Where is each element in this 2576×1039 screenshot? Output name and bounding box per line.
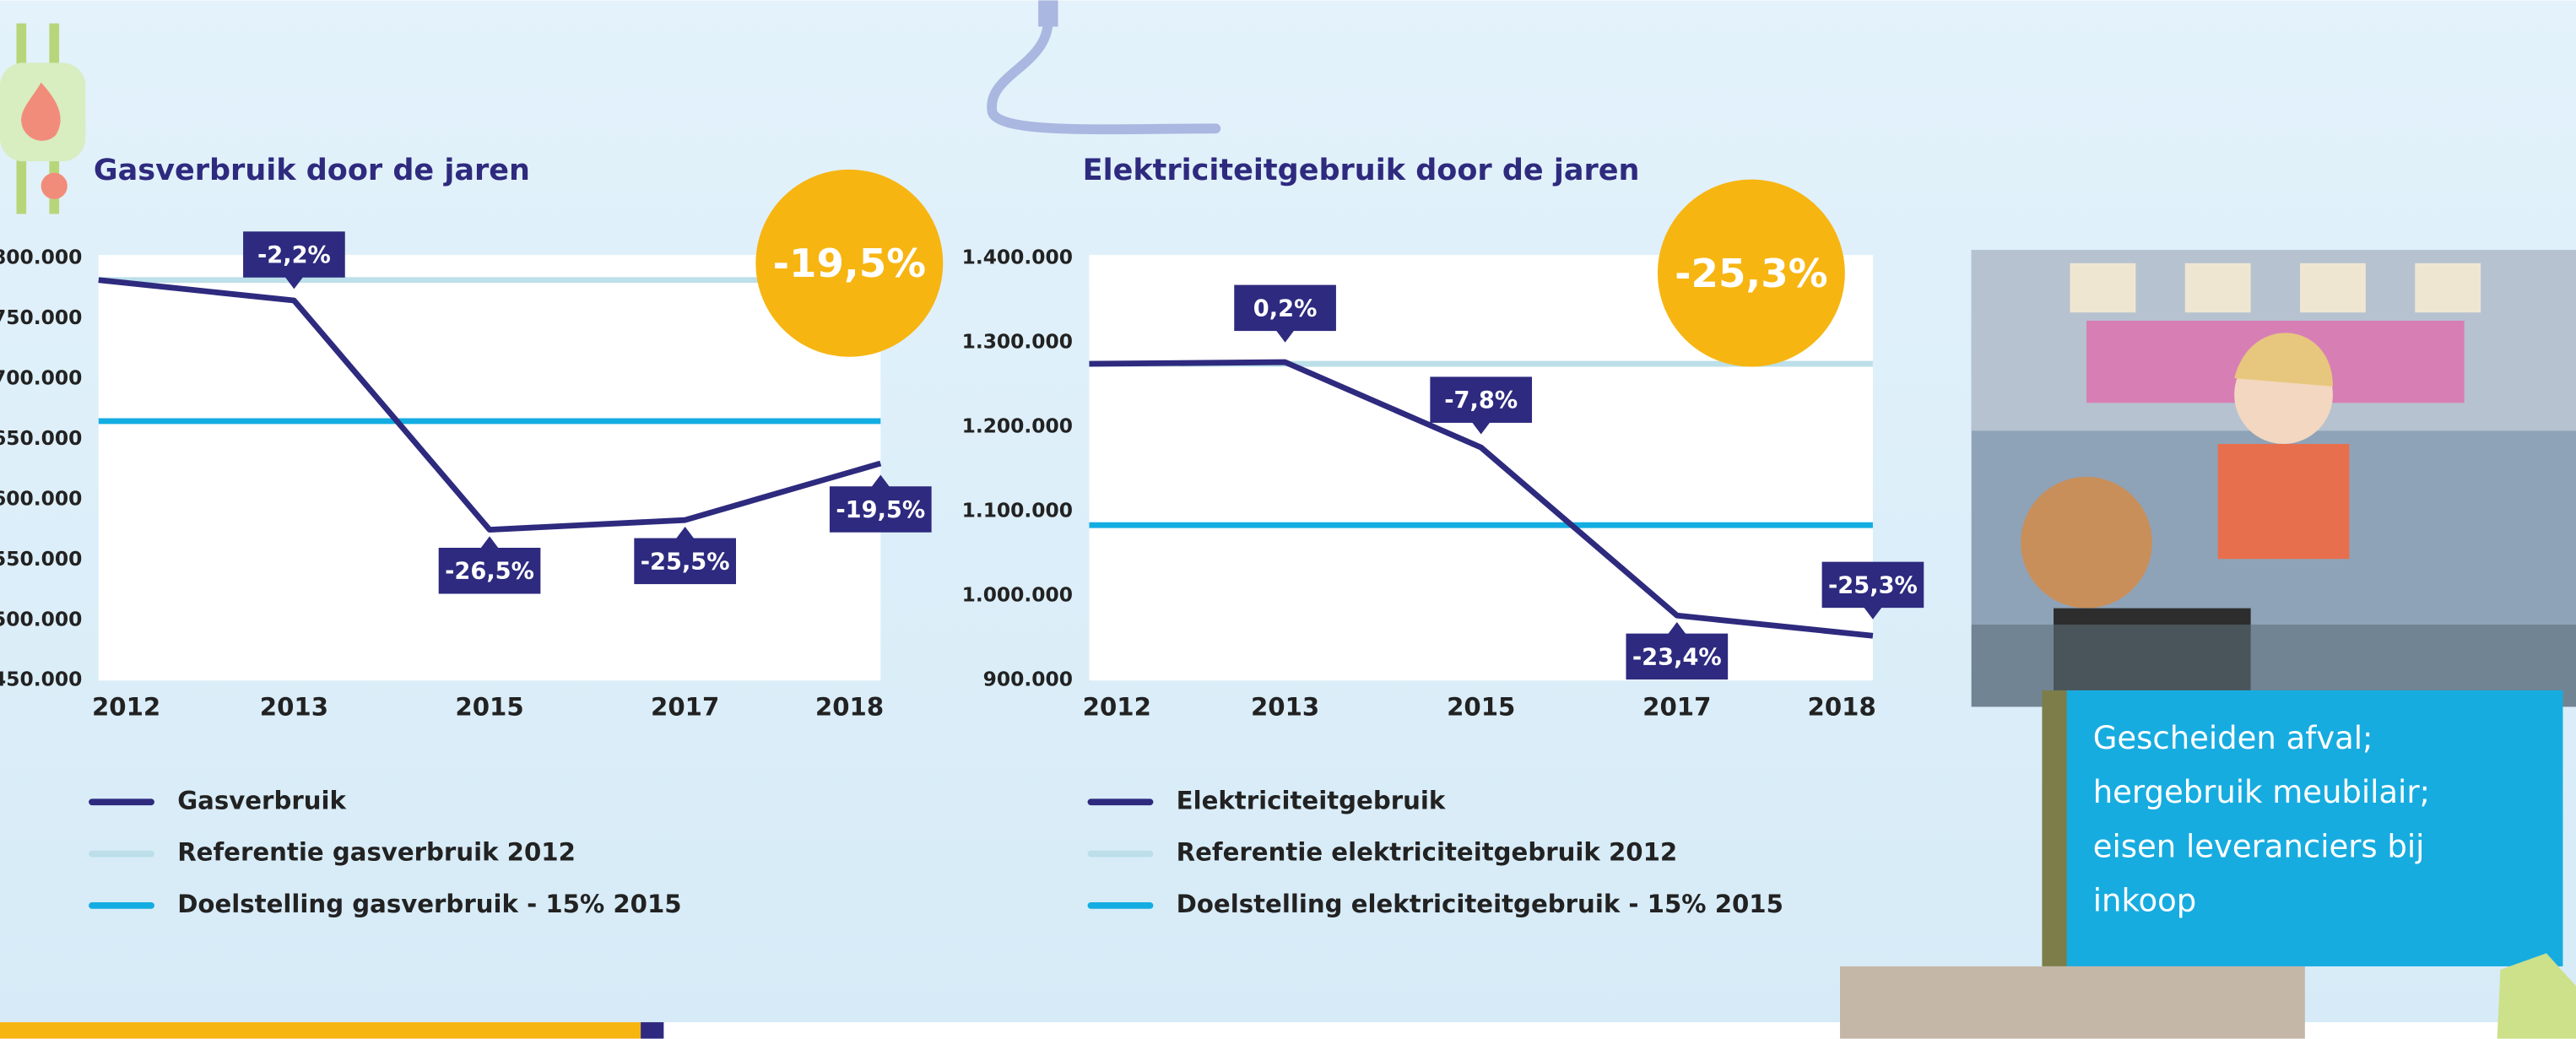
- photo: [1971, 250, 2576, 707]
- chart-title: Gasverbruik door de jaren: [94, 153, 530, 187]
- highlight-circle: [755, 169, 944, 357]
- y-tick-label: 650.000: [0, 426, 82, 450]
- badge-box: [1821, 561, 1924, 609]
- y-tick-label: 750.000: [0, 306, 82, 329]
- caption: Gescheiden afval; hergebruik meubilair; ei…: [2093, 720, 2430, 919]
- badge-box: [1626, 633, 1729, 680]
- y-tick-label: 1.300.000: [962, 330, 1073, 354]
- badge-box: [1234, 284, 1336, 332]
- legend-label: Doelstelling gasverbruik - 15% 2015: [177, 890, 681, 918]
- change-badge: -25,5%: [634, 526, 736, 585]
- change-badge: -23,4%: [1626, 621, 1729, 680]
- x-tick-label: 2012: [1083, 692, 1151, 721]
- y-tick-label: 1.400.000: [962, 246, 1073, 269]
- highlight-label: -25,3%: [1675, 252, 1827, 297]
- y-tick-label: 450.000: [0, 668, 82, 691]
- caption-line: inkoop: [2093, 883, 2197, 919]
- x-tick-label: 2017: [1642, 692, 1711, 721]
- change-badge: -7,8%: [1430, 376, 1533, 435]
- x-tick-label: 2013: [260, 692, 328, 721]
- change-label: -2,2%: [257, 242, 331, 268]
- badge-pointer: [1274, 329, 1296, 343]
- chart-title: Elektriciteitgebruik door de jaren: [1083, 153, 1640, 187]
- change-label: -25,3%: [1828, 572, 1918, 598]
- badge-pointer: [870, 474, 890, 489]
- badge-box: [634, 538, 736, 585]
- badge-pointer: [1471, 420, 1491, 435]
- change-label: -7,8%: [1444, 387, 1518, 414]
- y-tick-label: 1.200.000: [962, 414, 1073, 438]
- badge-box: [1430, 376, 1533, 423]
- change-label: -23,4%: [1632, 644, 1722, 670]
- legend-label: Doelstelling elektriciteitgebruik - 15% …: [1177, 890, 1783, 918]
- y-tick-label: 550.000: [0, 547, 82, 571]
- photo-bottom: [1840, 966, 2305, 1039]
- decoration: [2497, 953, 2576, 1039]
- legend-label: Elektriciteitgebruik: [1177, 786, 1446, 814]
- caption-line: hergebruik meubilair;: [2093, 774, 2430, 810]
- badge-box: [438, 548, 541, 594]
- badge-pointer: [1667, 621, 1687, 636]
- x-tick-label: 2017: [651, 692, 719, 721]
- legend-label: Referentie elektriciteitgebruik 2012: [1177, 838, 1678, 867]
- legend-label: Referentie gasverbruik 2012: [177, 838, 576, 867]
- highlight-label: -19,5%: [773, 241, 926, 287]
- badge-pointer: [284, 275, 305, 290]
- y-tick-label: 700.000: [0, 365, 82, 389]
- change-label: -26,5%: [445, 559, 534, 585]
- legend-label: Gasverbruik: [177, 786, 346, 814]
- y-tick-label: 900.000: [983, 668, 1073, 691]
- gas-icon: [0, 23, 86, 214]
- caption-line: eisen leveranciers bij: [2093, 828, 2425, 864]
- change-badge: -19,5%: [829, 474, 932, 533]
- badge-pointer: [479, 536, 500, 549]
- plot-area: [98, 255, 881, 681]
- footer-bar: [0, 1022, 641, 1039]
- x-tick-label: 2015: [455, 692, 523, 721]
- change-badge: 0,2%: [1234, 284, 1336, 343]
- caption-box: [2066, 690, 2563, 966]
- footer-accent: [641, 1022, 664, 1039]
- change-badge: -25,3%: [1821, 561, 1924, 620]
- y-tick-label: 1.000.000: [962, 583, 1073, 607]
- y-tick-label: 600.000: [0, 486, 82, 510]
- caption-line: Gescheiden afval;: [2093, 720, 2373, 756]
- x-tick-label: 2012: [92, 692, 160, 721]
- x-tick-label: 2015: [1447, 692, 1515, 721]
- x-tick-label: 2018: [1808, 692, 1876, 721]
- change-label: -19,5%: [836, 497, 925, 523]
- badge-box: [829, 486, 932, 533]
- badge-box: [243, 231, 345, 278]
- x-tick-label: 2013: [1251, 692, 1319, 721]
- series-line: [98, 277, 882, 533]
- badge-pointer: [674, 526, 695, 540]
- change-label: -25,5%: [641, 549, 730, 575]
- y-tick-label: 500.000: [0, 607, 82, 630]
- change-badge: -2,2%: [243, 231, 345, 290]
- highlight-circle: [1657, 179, 1845, 367]
- y-tick-label: 800.000: [0, 246, 82, 269]
- change-badge: -26,5%: [438, 536, 541, 594]
- change-label: 0,2%: [1253, 295, 1318, 322]
- badge-pointer: [1863, 606, 1883, 620]
- x-tick-label: 2018: [815, 692, 884, 721]
- series-line: [1089, 359, 1874, 639]
- y-tick-label: 1.100.000: [962, 499, 1073, 522]
- plug-icon: [987, 0, 1221, 135]
- caption-stripe: [2042, 690, 2069, 966]
